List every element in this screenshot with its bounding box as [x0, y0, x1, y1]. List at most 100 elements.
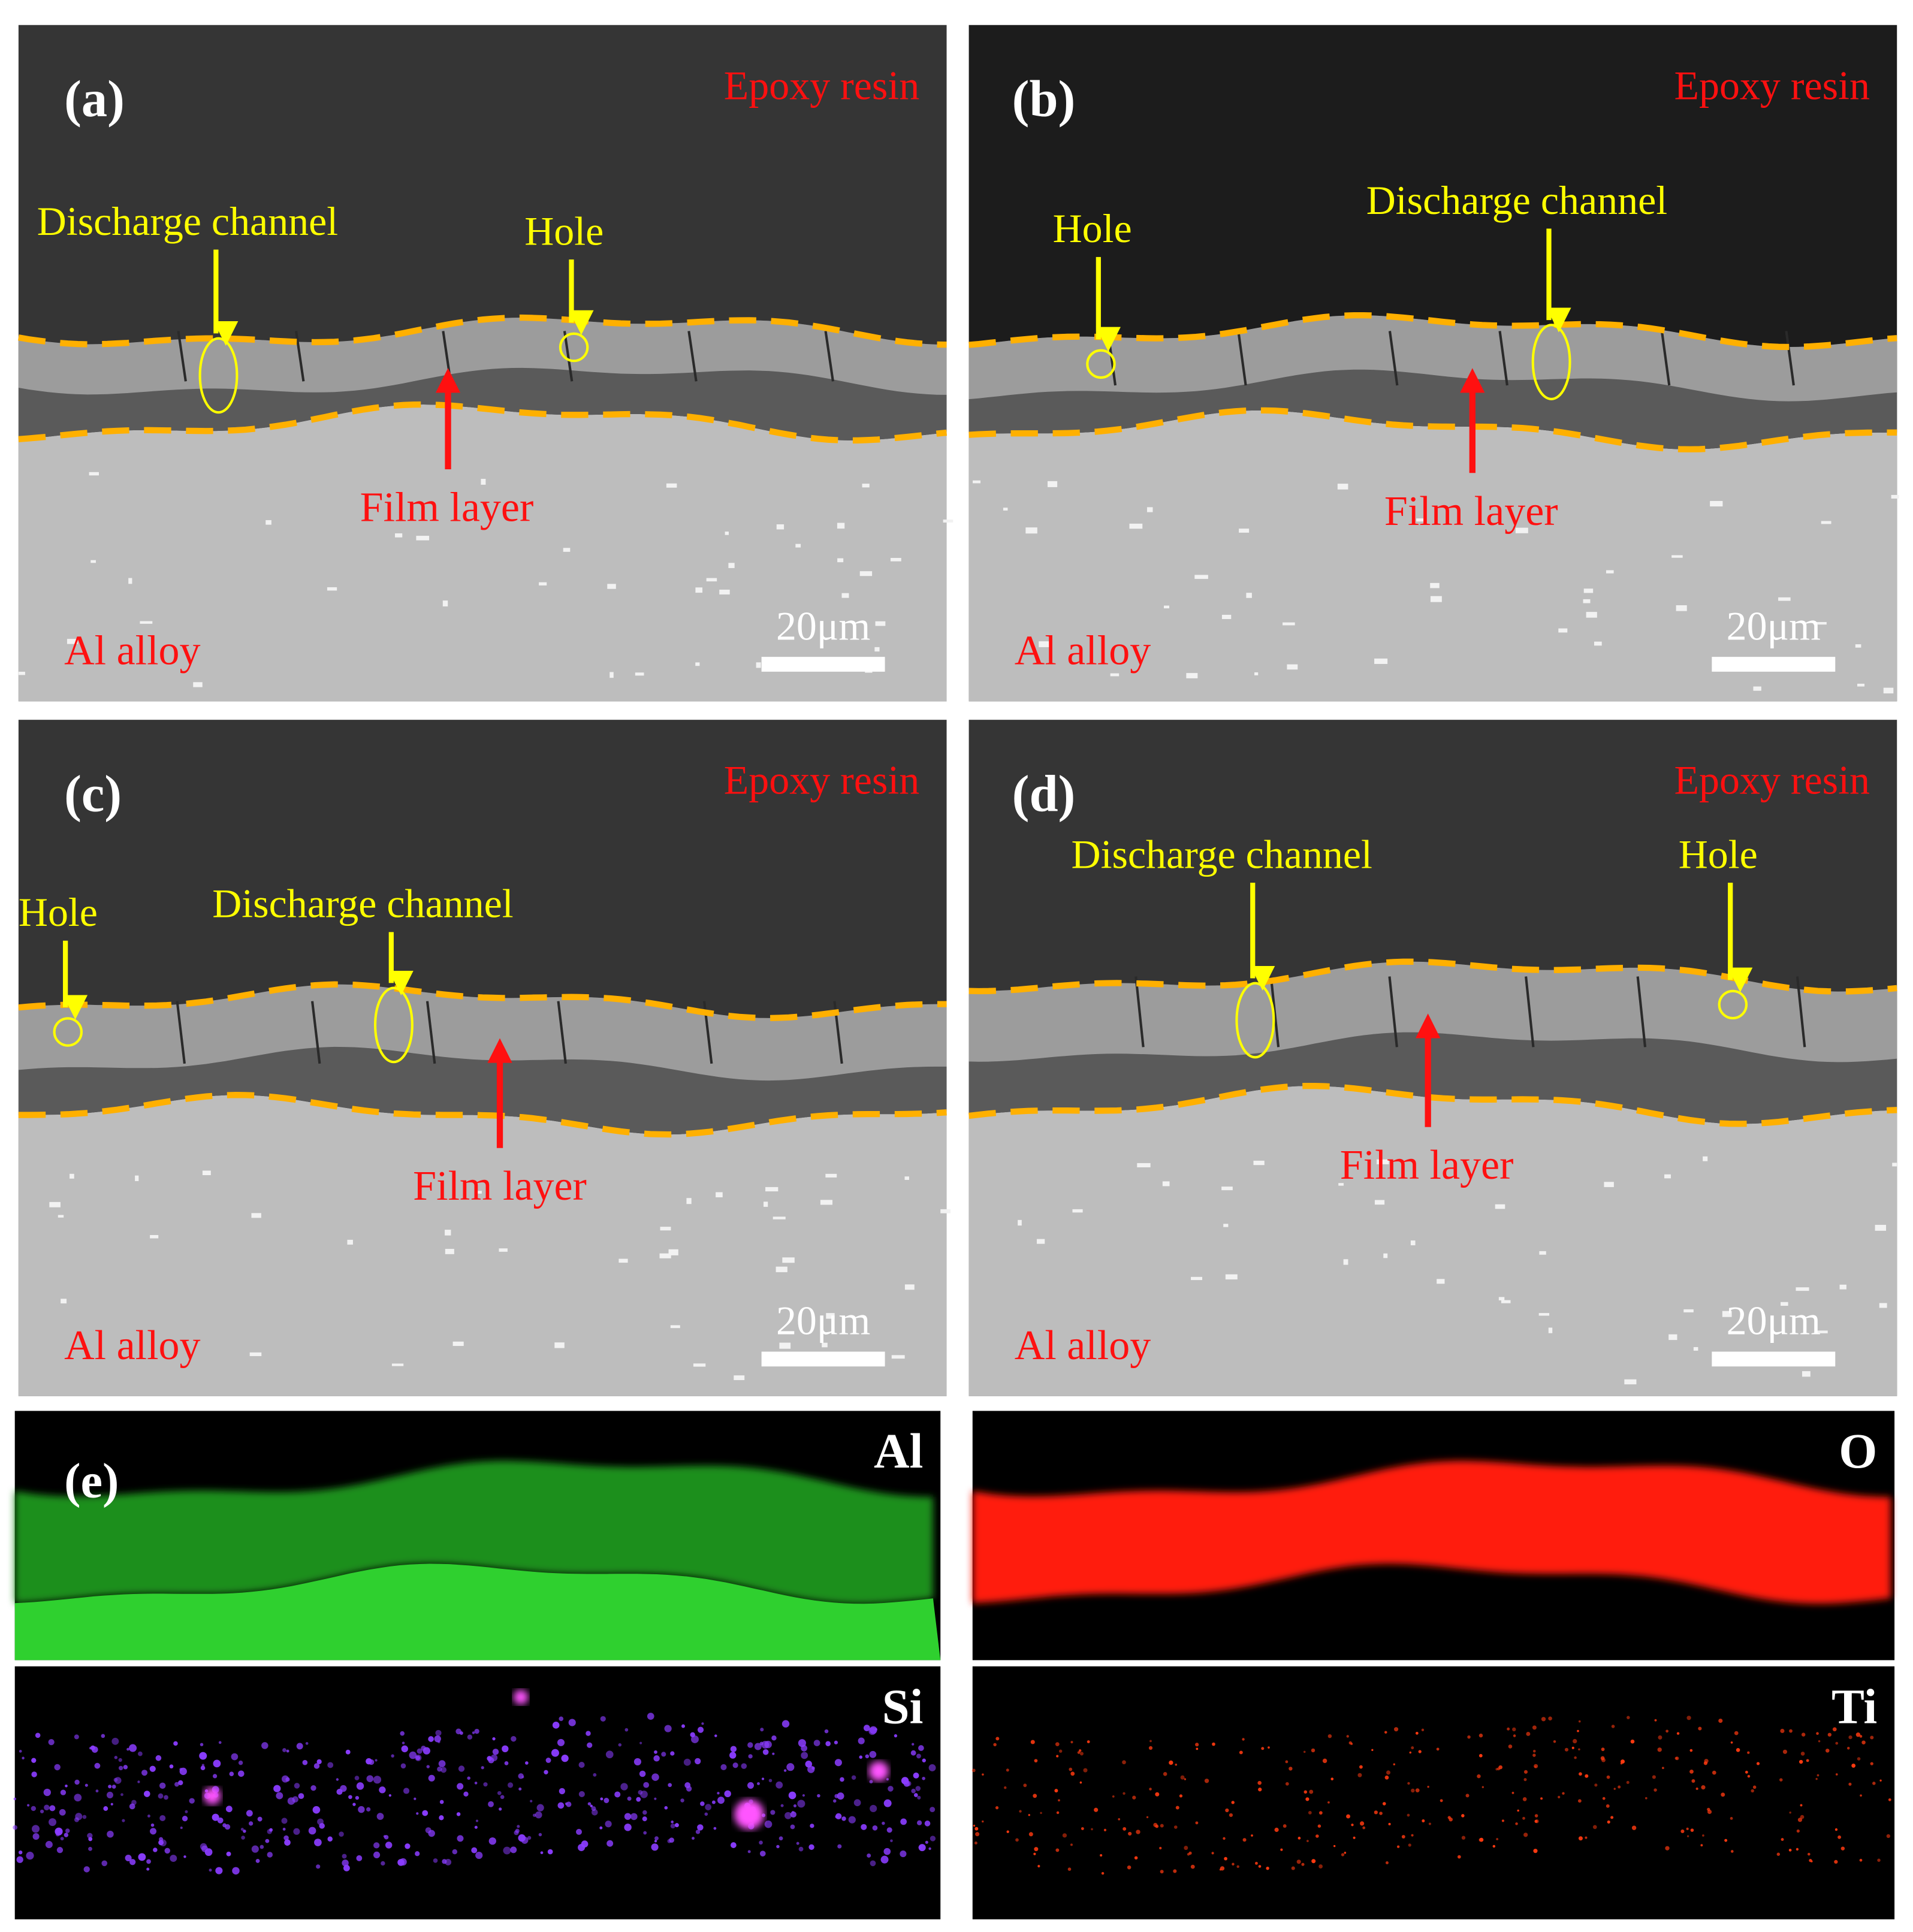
particle	[1539, 1251, 1546, 1255]
speck	[1239, 1750, 1243, 1755]
scale-bar	[1712, 1351, 1836, 1367]
speck	[668, 1783, 672, 1788]
speck	[810, 1824, 814, 1828]
speck	[561, 1755, 569, 1762]
speck	[1055, 1848, 1060, 1852]
panel-label: (a)	[64, 70, 125, 128]
hole-marker	[53, 1017, 83, 1047]
speck	[1128, 1831, 1132, 1836]
substrate-label: Al alloy	[64, 1323, 200, 1369]
substrate	[968, 1086, 1897, 1396]
speck	[169, 1764, 174, 1769]
crack	[426, 1001, 436, 1064]
speck	[492, 1749, 499, 1755]
speck	[159, 1815, 166, 1821]
particle	[1883, 687, 1894, 694]
speck	[1689, 1749, 1693, 1752]
particle	[18, 671, 25, 675]
eds-map: Ti	[971, 1666, 1895, 1919]
speck	[174, 1782, 179, 1787]
speck	[604, 1798, 609, 1803]
speck	[59, 1809, 66, 1816]
speck	[1861, 1740, 1866, 1744]
speck	[1411, 1746, 1414, 1750]
speck	[776, 1781, 783, 1789]
channel-marker	[373, 986, 414, 1064]
speck	[1809, 1859, 1812, 1862]
speck	[1258, 1788, 1262, 1792]
particle	[1796, 1287, 1809, 1291]
speck	[651, 1773, 659, 1781]
boundary-bottom	[18, 401, 948, 444]
speck	[1707, 1809, 1712, 1815]
speck	[155, 1755, 162, 1761]
speck	[199, 1752, 207, 1760]
speck	[118, 1765, 123, 1771]
particle	[442, 600, 448, 606]
speck	[1675, 1756, 1679, 1761]
speck	[1571, 1746, 1574, 1749]
boundary-bottom	[968, 1083, 1897, 1127]
speck	[1788, 1849, 1792, 1852]
speck	[1653, 1788, 1657, 1792]
speck	[173, 1741, 178, 1746]
scale-bar	[761, 657, 885, 672]
speck	[88, 1846, 92, 1851]
speck	[1258, 1865, 1262, 1868]
speck	[467, 1776, 470, 1780]
speck	[1532, 1753, 1536, 1757]
speck	[1006, 1768, 1009, 1772]
speck	[433, 1858, 438, 1863]
speck	[1315, 1834, 1319, 1838]
particle	[1558, 628, 1568, 633]
speck	[599, 1826, 603, 1830]
speck	[179, 1767, 187, 1776]
particle	[779, 1342, 791, 1349]
speck	[284, 1839, 291, 1846]
particle	[1287, 664, 1298, 670]
speck	[1630, 1739, 1635, 1744]
speck	[13, 1797, 17, 1801]
speck	[1578, 1748, 1580, 1751]
boundary-bottom	[968, 407, 1897, 452]
speck	[1386, 1770, 1391, 1775]
speck	[1285, 1760, 1289, 1764]
matrix-label: Epoxy resin	[1674, 757, 1870, 803]
speck	[1291, 1866, 1295, 1870]
speck	[918, 1745, 924, 1751]
speck	[882, 1821, 885, 1825]
speck	[1734, 1731, 1739, 1735]
particle	[1891, 494, 1899, 499]
speck	[1327, 1734, 1332, 1738]
particle	[1710, 501, 1723, 507]
speck	[1407, 1813, 1410, 1817]
speck	[559, 1788, 566, 1795]
speck	[1204, 1779, 1209, 1783]
speck	[27, 1804, 30, 1807]
speck	[636, 1797, 641, 1802]
speck	[1479, 1837, 1484, 1842]
speck	[813, 1740, 820, 1746]
scale-bar	[761, 1351, 885, 1367]
particle	[822, 1342, 828, 1348]
speck	[1033, 1852, 1036, 1855]
element-label: Al	[874, 1424, 923, 1478]
speck	[1848, 1735, 1852, 1740]
speck	[1701, 1785, 1706, 1790]
speck	[138, 1853, 146, 1861]
speck	[1857, 1757, 1861, 1761]
speck	[1796, 1829, 1800, 1833]
speck	[293, 1828, 300, 1835]
speck	[1840, 1846, 1845, 1851]
particle	[1374, 658, 1388, 664]
speck	[651, 1843, 659, 1851]
speck	[1835, 1773, 1838, 1776]
speck	[1257, 1780, 1262, 1785]
speck	[305, 1741, 309, 1745]
particle	[1003, 508, 1008, 511]
speck	[1034, 1847, 1039, 1852]
speck	[298, 1793, 304, 1800]
film-dense	[18, 318, 947, 395]
speck	[760, 1728, 764, 1732]
speck	[1318, 1864, 1323, 1868]
